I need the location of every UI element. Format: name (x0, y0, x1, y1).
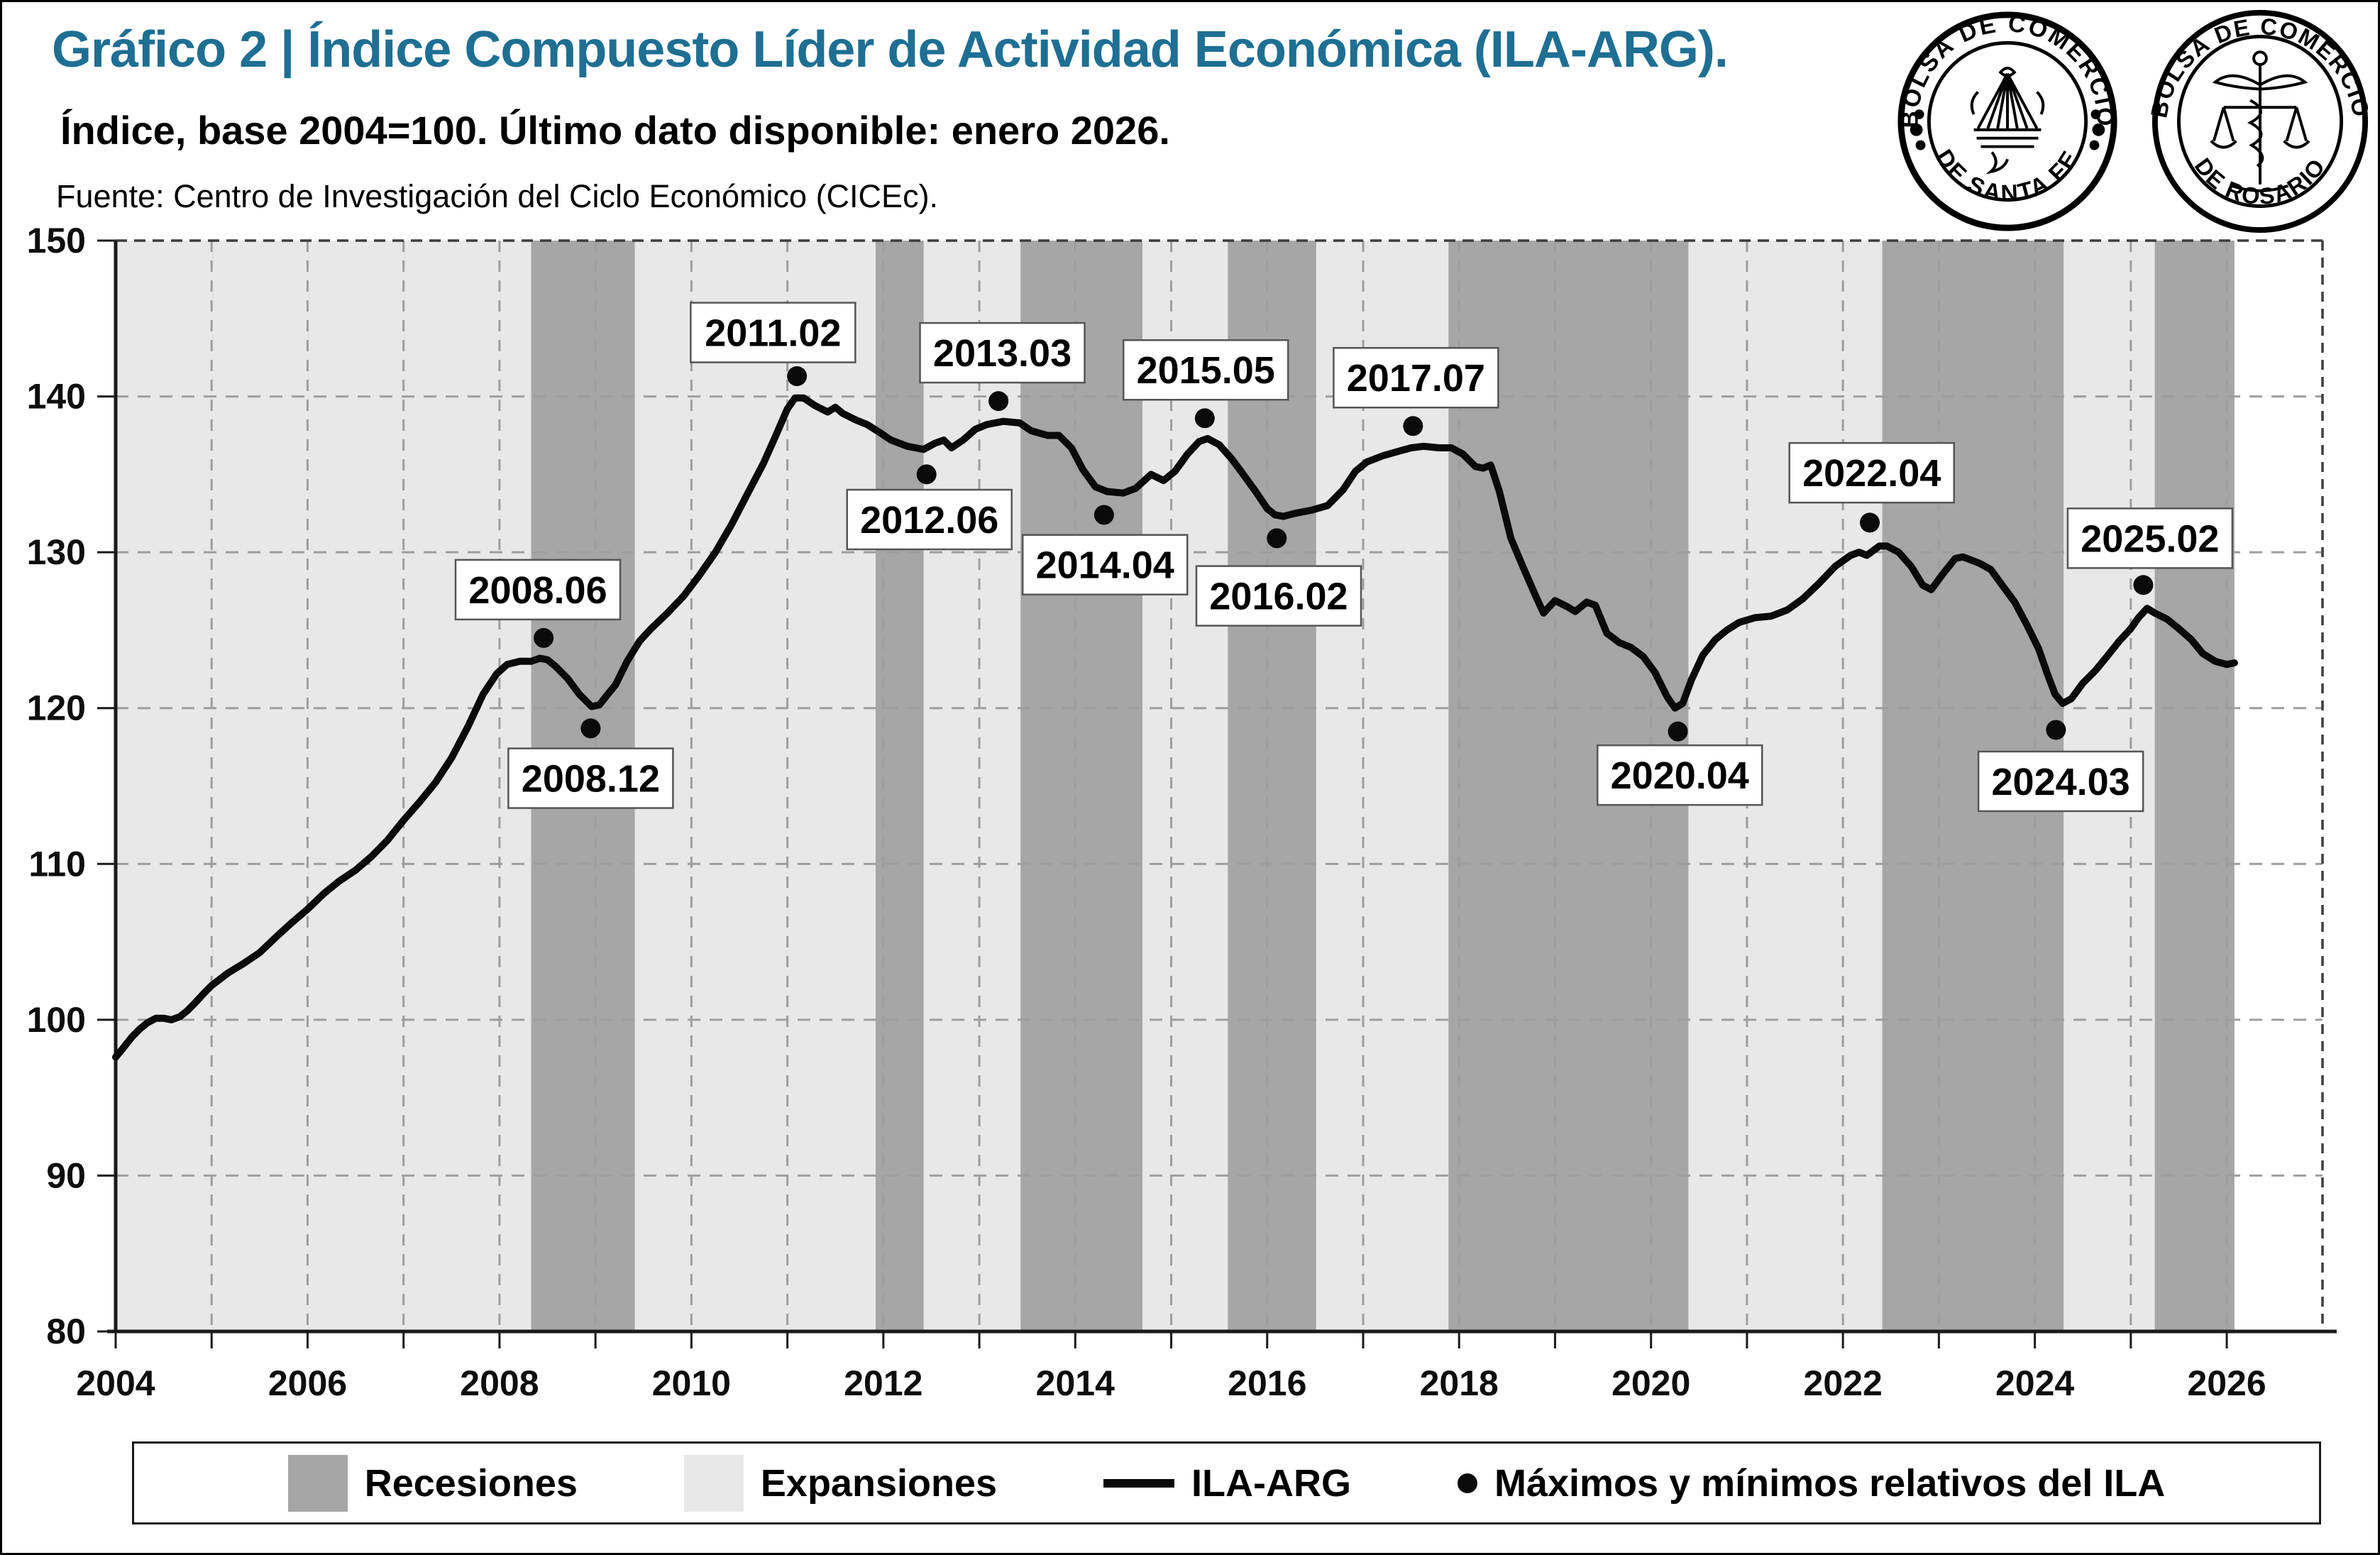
page-title: Gráfico 2 | Índice Compuesto Líder de Ac… (52, 21, 1729, 78)
legend-label: ILA-ARG (1191, 1461, 1351, 1505)
marker-label: 2011.02 (705, 312, 841, 355)
legend-item-ila-line: ILA-ARG (1103, 1461, 1351, 1505)
x-tick-label: 2010 (652, 1363, 731, 1403)
caduceus-scales-icon (2210, 50, 2310, 192)
marker-label: 2012.06 (860, 499, 998, 542)
y-tick-label: 140 (27, 377, 86, 417)
expansion-band (116, 241, 2235, 1331)
legend-label: Expansiones (760, 1461, 998, 1505)
marker-label-box (919, 322, 1086, 384)
marker-label: 2008.06 (468, 569, 607, 612)
marker-label: 2025.02 (2081, 517, 2219, 560)
marker-dot (2046, 720, 2066, 740)
line-swatch-icon (1103, 1478, 1175, 1488)
recession-band (2154, 241, 2235, 1331)
marker-label-box (507, 747, 674, 809)
recession-swatch-icon (287, 1454, 348, 1512)
legend-item-expansions: Expansiones (683, 1454, 998, 1512)
marker-label: 2022.04 (1802, 452, 1941, 495)
dot-swatch-icon (1457, 1473, 1477, 1493)
marker-label-box (1977, 750, 2144, 813)
recession-band (1020, 241, 1142, 1331)
marker-label: 2017.07 (1347, 357, 1485, 400)
wheat-sheaf-icon (1970, 66, 2045, 175)
x-tick-label: 2026 (2187, 1363, 2266, 1403)
marker-label: 2015.05 (1137, 349, 1275, 392)
source-note: Fuente: Centro de Investigación del Cicl… (56, 178, 939, 214)
marker-label: 2016.02 (1209, 576, 1348, 618)
marker-dot (534, 627, 554, 648)
marker-dot (988, 391, 1009, 412)
marker-dot (1267, 528, 1287, 549)
x-tick-label: 2022 (1804, 1363, 1883, 1403)
marker-label-box (1021, 534, 1189, 595)
marker-dot (2133, 575, 2154, 595)
marker-label-box (690, 302, 856, 363)
logos: BOLSA DE COMERCIO DE SANTA FE (1895, 9, 2372, 233)
marker-dot (1194, 408, 1215, 429)
bolsa-rosario-logo-icon: BOLSA DE COMERCIO DE ROSARIO (2148, 9, 2372, 233)
legend-item-extrema: Máximos y mínimos relativos del ILA (1457, 1461, 2166, 1505)
y-tick-label: 150 (27, 221, 86, 260)
marker-label-box (1596, 744, 1763, 806)
marker-dot (787, 366, 808, 387)
marker-label-box (2066, 507, 2234, 569)
ila-arg-line (112, 394, 2238, 1061)
expansion-swatch-icon (683, 1454, 744, 1512)
x-tick-label: 2020 (1612, 1363, 1690, 1403)
marker-label-box (454, 559, 622, 621)
marker-label: 2008.12 (522, 758, 660, 801)
marker-label-box (1788, 441, 1955, 504)
marker-label: 2014.04 (1036, 544, 1174, 587)
marker-dot (1668, 721, 1688, 742)
x-tick-label: 2012 (844, 1363, 922, 1403)
marker-label-box (1122, 339, 1289, 401)
marker-label-box (1195, 565, 1362, 627)
y-tick-label: 90 (46, 1155, 86, 1195)
marker-label: 2020.04 (1611, 754, 1749, 797)
y-tick-label: 130 (27, 532, 86, 572)
marker-label-box (1333, 346, 1499, 409)
bolsa-santa-fe-logo-icon: BOLSA DE COMERCIO DE SANTA FE (1897, 11, 2117, 231)
chart-legend: Recesiones Expansiones ILA-ARG Máximos y… (132, 1441, 2321, 1524)
marker-label: 2013.03 (933, 332, 1071, 375)
y-tick-label: 80 (46, 1312, 86, 1351)
y-tick-label: 110 (28, 844, 86, 884)
x-tick-label: 2018 (1420, 1363, 1499, 1403)
x-tick-label: 2014 (1036, 1363, 1115, 1403)
legend-label: Máximos y mínimos relativos del ILA (1494, 1461, 2166, 1505)
y-tick-label: 100 (27, 1000, 86, 1040)
marker-dot (580, 718, 601, 739)
legend-label: Recesiones (364, 1461, 578, 1505)
marker-label-box (846, 488, 1013, 551)
y-tick-label: 120 (27, 688, 86, 728)
page-subtitle: Índice, base 2004=100. Último dato dispo… (60, 108, 1170, 153)
marker-label: 2024.03 (1992, 761, 2130, 803)
x-tick-label: 2024 (1995, 1363, 2074, 1403)
marker-dot (1403, 416, 1423, 436)
marker-dot (916, 464, 937, 485)
marker-dot (1093, 505, 1114, 525)
legend-item-recessions: Recesiones (287, 1454, 578, 1512)
x-tick-label: 2008 (460, 1363, 539, 1403)
x-tick-label: 2016 (1228, 1363, 1306, 1403)
recession-band (1228, 241, 1316, 1331)
marker-dot (1860, 512, 1880, 533)
x-tick-label: 2006 (268, 1363, 347, 1403)
x-tick-label: 2004 (76, 1363, 155, 1403)
